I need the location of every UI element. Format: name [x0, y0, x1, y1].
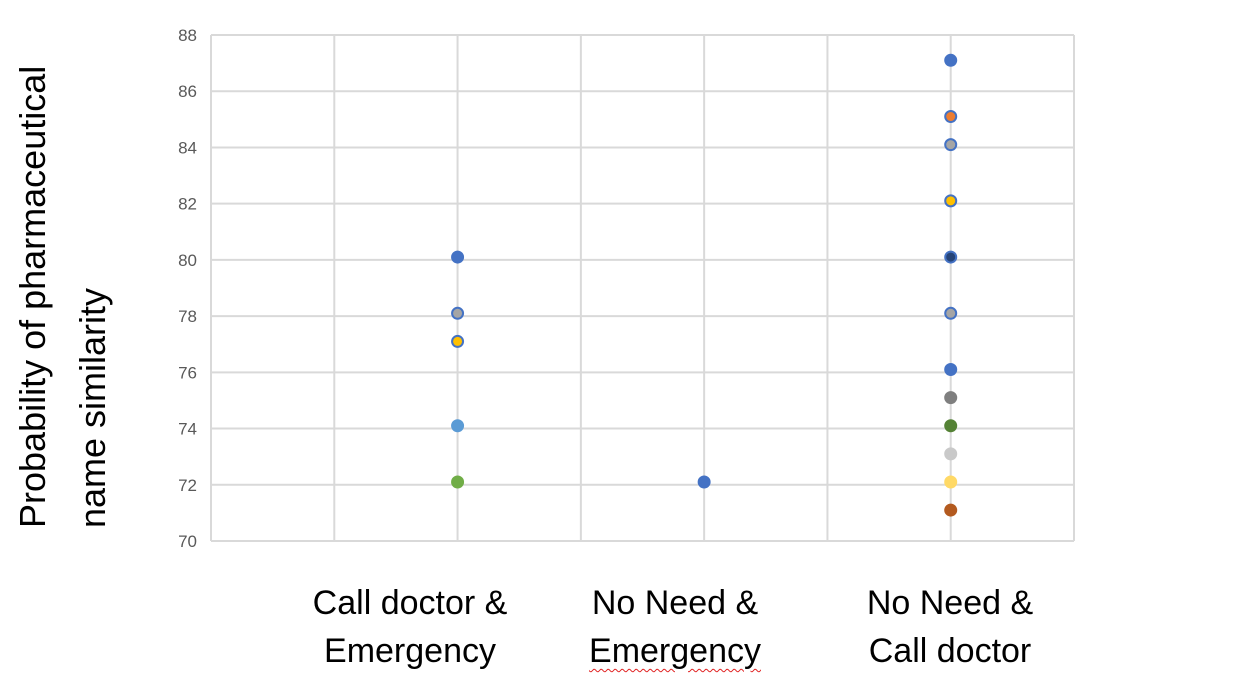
- data-point-7: [944, 53, 958, 67]
- data-point-17: [944, 475, 958, 489]
- data-point-13: [944, 363, 958, 377]
- y-tick-label-88: 88: [178, 26, 197, 45]
- data-point-8: [944, 110, 958, 124]
- data-point-1: [451, 250, 465, 264]
- data-point-9: [944, 138, 958, 152]
- data-point-5: [451, 475, 465, 489]
- data-point-12: [944, 306, 958, 320]
- data-point-14: [944, 391, 958, 405]
- data-point-3: [451, 334, 465, 348]
- y-tick-label-72: 72: [178, 476, 197, 495]
- y-tick-label-86: 86: [178, 82, 197, 101]
- y-tick-label-84: 84: [178, 138, 197, 157]
- data-point-10: [944, 194, 958, 208]
- y-tick-label-70: 70: [178, 532, 197, 551]
- data-point-11: [944, 250, 958, 264]
- y-tick-label-82: 82: [178, 195, 197, 214]
- data-point-16: [944, 447, 958, 461]
- y-tick-label-78: 78: [178, 307, 197, 326]
- data-point-6: [697, 475, 711, 489]
- data-point-2: [451, 306, 465, 320]
- y-tick-label-80: 80: [178, 251, 197, 270]
- data-point-15: [944, 419, 958, 433]
- y-tick-label-76: 76: [178, 363, 197, 382]
- y-tick-label-74: 74: [178, 420, 197, 439]
- data-point-18: [944, 503, 958, 517]
- data-point-4: [451, 419, 465, 433]
